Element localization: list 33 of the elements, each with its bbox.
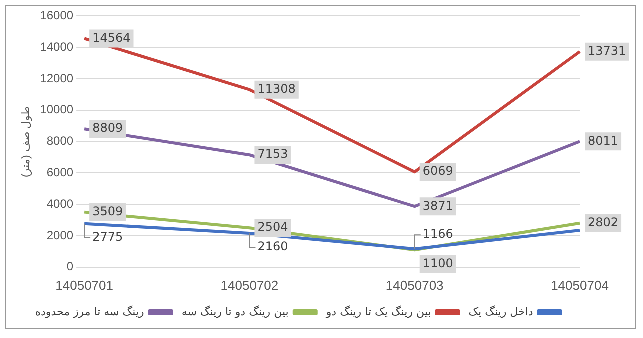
x-tick-label: 14050704 — [551, 278, 609, 293]
y-tick-label: 4000 — [46, 196, 74, 211]
data-label: 2504 — [258, 220, 288, 234]
data-label: 7153 — [258, 147, 288, 162]
data-label: 6069 — [422, 164, 454, 178]
x-tick-label: 14050701 — [56, 278, 114, 293]
legend-label: بین رینگ یک تا رینگ دو — [325, 305, 432, 318]
data-label: 3509 — [92, 204, 124, 218]
y-tick-label: 6000 — [46, 166, 74, 180]
x-tick-label: 14050702 — [220, 278, 279, 293]
data-label: 2775 — [92, 230, 124, 244]
y-tick-label: 12000 — [40, 71, 74, 86]
y-tick-label: 14000 — [40, 40, 74, 54]
data-label: 14564 — [92, 30, 131, 45]
data-label: 1100 — [422, 256, 454, 270]
y-axis-title: طول صف (متر) — [20, 106, 33, 178]
legend-label: رینگ سه تا مرز محدوده — [35, 305, 144, 318]
data-label: 8809 — [92, 121, 124, 136]
legend-label: داخل رینگ یک — [468, 305, 534, 318]
data-label: 8011 — [588, 134, 619, 148]
data-label: 2802 — [588, 216, 619, 230]
y-tick-label: 16000 — [40, 8, 74, 23]
data-label: 1166 — [422, 227, 454, 242]
data-label: 3871 — [422, 198, 454, 213]
data-label: 13731 — [588, 44, 626, 58]
y-tick-label: 8000 — [46, 134, 74, 148]
y-tick-label: 10000 — [40, 102, 74, 117]
y-tick-label: 0 — [66, 260, 74, 274]
x-tick-label: 14050703 — [386, 278, 444, 293]
data-label: 2160 — [258, 240, 288, 254]
data-label: 11308 — [258, 82, 296, 96]
y-tick-label: 2000 — [46, 228, 74, 242]
legend-label: بین رینگ دو تا رینگ سه — [182, 305, 289, 318]
